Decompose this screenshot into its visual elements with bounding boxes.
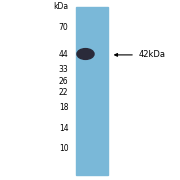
Text: 42kDa: 42kDa — [139, 50, 166, 59]
Text: kDa: kDa — [53, 2, 68, 11]
Bar — [76, 7, 108, 175]
Ellipse shape — [77, 49, 94, 59]
Text: 10: 10 — [59, 144, 68, 153]
Text: 33: 33 — [59, 65, 68, 74]
Text: 26: 26 — [59, 77, 68, 86]
Text: 22: 22 — [59, 88, 68, 97]
Text: 44: 44 — [59, 50, 68, 59]
Text: 18: 18 — [59, 103, 68, 112]
Text: 14: 14 — [59, 124, 68, 133]
Text: 70: 70 — [59, 23, 68, 32]
